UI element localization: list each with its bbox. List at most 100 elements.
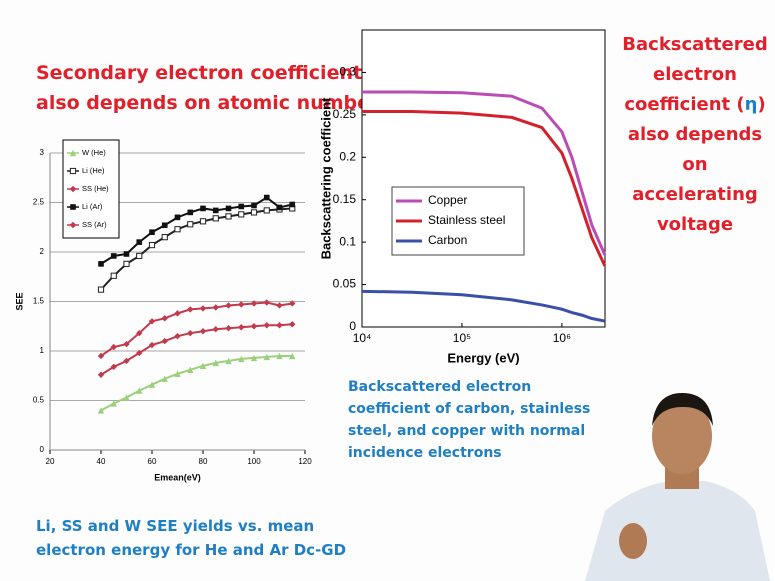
legend-label: Li (Ar) bbox=[82, 202, 103, 211]
caption-line: incidence electrons bbox=[348, 442, 590, 464]
plot-frame bbox=[362, 30, 605, 327]
slide: Secondary electron coefficient (δ) also … bbox=[0, 0, 775, 581]
text: η bbox=[745, 94, 758, 115]
text: ) bbox=[757, 94, 765, 115]
series-line bbox=[101, 198, 292, 264]
hand bbox=[619, 523, 647, 559]
marker bbox=[187, 306, 193, 312]
marker bbox=[264, 322, 270, 328]
series-line bbox=[101, 302, 292, 355]
legend-label: Stainless steel bbox=[428, 213, 505, 227]
y-tick-label: 0.1 bbox=[339, 234, 356, 248]
x-tick-label: 10⁴ bbox=[353, 331, 372, 345]
marker bbox=[251, 203, 257, 209]
marker bbox=[264, 208, 269, 213]
marker bbox=[251, 210, 256, 215]
x-tick-label: 20 bbox=[46, 457, 55, 466]
title-line: electron bbox=[615, 60, 775, 90]
x-tick-label: 100 bbox=[247, 457, 261, 466]
marker bbox=[98, 287, 103, 292]
marker bbox=[276, 322, 282, 328]
marker bbox=[200, 219, 205, 224]
caption-line: steel, and copper with normal bbox=[348, 420, 590, 442]
marker bbox=[187, 330, 193, 336]
y-tick-label: 2 bbox=[40, 247, 45, 256]
legend-label: SS (Ar) bbox=[82, 220, 107, 229]
y-tick-label: 2.5 bbox=[33, 198, 45, 207]
marker bbox=[175, 227, 180, 232]
marker bbox=[238, 204, 244, 210]
marker bbox=[137, 253, 142, 258]
marker bbox=[264, 195, 270, 201]
legend-label: Li (He) bbox=[82, 166, 105, 175]
x-axis-label: Emean(eV) bbox=[154, 472, 201, 482]
y-tick-label: 0.5 bbox=[33, 396, 45, 405]
presenter bbox=[575, 381, 775, 581]
marker bbox=[213, 208, 219, 214]
marker bbox=[213, 304, 219, 310]
x-tick-label: 120 bbox=[298, 457, 312, 466]
y-tick-label: 0 bbox=[40, 445, 45, 454]
title-line: Backscattered bbox=[615, 30, 775, 60]
x-tick-label: 60 bbox=[148, 457, 157, 466]
right-title: Backscattered electron coefficient (η) a… bbox=[615, 30, 775, 240]
legend-label: Carbon bbox=[428, 233, 467, 247]
y-tick-label: 1.5 bbox=[33, 297, 45, 306]
marker bbox=[200, 328, 206, 334]
marker bbox=[111, 253, 117, 259]
marker bbox=[149, 229, 155, 235]
marker bbox=[200, 206, 206, 212]
y-tick-label: 0.05 bbox=[333, 277, 357, 291]
x-axis-label: Energy (eV) bbox=[447, 350, 519, 365]
y-tick-label: 0.15 bbox=[333, 192, 357, 206]
marker bbox=[238, 324, 244, 330]
title-line: voltage bbox=[615, 210, 775, 240]
legend-label: W (He) bbox=[82, 148, 106, 157]
marker bbox=[289, 202, 295, 208]
marker bbox=[225, 325, 231, 331]
caption-line: Backscattered electron bbox=[348, 376, 590, 398]
x-tick-label: 40 bbox=[97, 457, 106, 466]
marker bbox=[239, 212, 244, 217]
series-line bbox=[101, 356, 292, 410]
title-line: accelerating bbox=[615, 180, 775, 210]
marker bbox=[70, 204, 76, 210]
caption-line: coefficient of carbon, stainless bbox=[348, 398, 590, 420]
marker bbox=[175, 215, 181, 221]
y-tick-label: 3 bbox=[40, 148, 45, 157]
shirt bbox=[585, 481, 770, 581]
marker bbox=[264, 299, 270, 305]
chart-see: 0 0.5 1 1.5 2 2.5 3 20 40 60 80 100 120 Emean(eV) SEE W… bbox=[0, 100, 320, 580]
y-axis-label: SEE bbox=[14, 292, 24, 310]
y-tick-label: 0.2 bbox=[339, 149, 356, 163]
marker bbox=[124, 251, 130, 257]
series-line bbox=[101, 208, 292, 289]
y-tick-label: 1 bbox=[40, 346, 45, 355]
marker bbox=[162, 338, 168, 344]
marker bbox=[174, 310, 180, 316]
y-axis-label: Backscattering coefficient bbox=[318, 97, 333, 260]
marker bbox=[276, 302, 282, 308]
marker bbox=[213, 326, 219, 332]
marker bbox=[238, 301, 244, 307]
marker bbox=[162, 315, 168, 321]
marker bbox=[136, 239, 142, 245]
y-tick-label: 0.3 bbox=[339, 65, 356, 79]
marker bbox=[98, 261, 104, 267]
legend-label: SS (He) bbox=[82, 184, 109, 193]
x-tick-label: 10⁶ bbox=[553, 331, 571, 345]
marker bbox=[162, 235, 167, 240]
title-line: also depends on bbox=[615, 120, 775, 180]
marker bbox=[70, 168, 75, 173]
marker bbox=[277, 205, 283, 211]
marker bbox=[213, 216, 218, 221]
marker bbox=[226, 206, 232, 212]
marker bbox=[174, 333, 180, 339]
marker bbox=[289, 321, 295, 327]
marker bbox=[225, 302, 231, 308]
x-tick-label: 80 bbox=[199, 457, 208, 466]
y-tick-label: 0.25 bbox=[333, 107, 357, 121]
marker bbox=[188, 222, 193, 227]
middle-caption: Backscattered electron coefficient of ca… bbox=[348, 376, 590, 464]
marker bbox=[187, 210, 193, 216]
